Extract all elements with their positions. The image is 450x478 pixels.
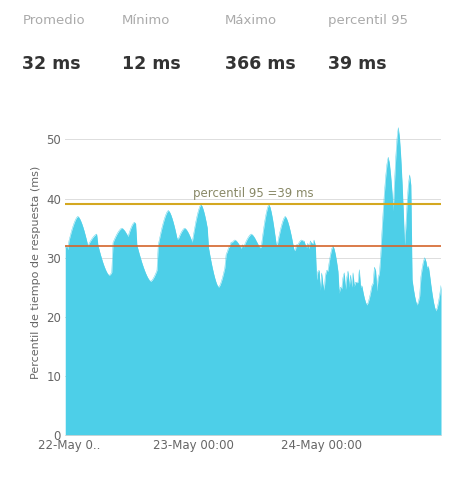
Text: Promedio: Promedio: [22, 14, 85, 27]
Text: 12 ms: 12 ms: [122, 55, 180, 74]
Text: percentil 95: percentil 95: [328, 14, 409, 27]
Text: Mínimo: Mínimo: [122, 14, 170, 27]
Y-axis label: Percentil de tiempo de respuesta (ms): Percentil de tiempo de respuesta (ms): [31, 166, 40, 379]
Text: 39 ms: 39 ms: [328, 55, 387, 74]
Text: 366 ms: 366 ms: [225, 55, 296, 74]
Text: percentil 95 =39 ms: percentil 95 =39 ms: [194, 187, 314, 200]
Text: 32 ms: 32 ms: [22, 55, 81, 74]
Text: Máximo: Máximo: [225, 14, 277, 27]
